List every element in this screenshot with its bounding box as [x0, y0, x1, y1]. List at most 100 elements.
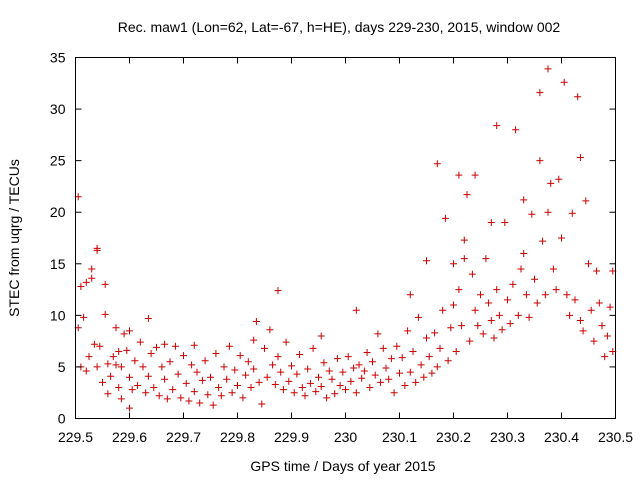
data-point [88, 265, 96, 273]
data-point [323, 394, 331, 402]
data-point [431, 329, 439, 337]
data-point [428, 369, 436, 377]
data-point [117, 363, 125, 371]
x-tick-label: 230.3 [490, 429, 525, 445]
data-point [509, 280, 517, 288]
data-point [207, 373, 214, 381]
data-point [212, 350, 220, 358]
data-point [450, 301, 457, 309]
data-point [190, 341, 198, 349]
data-point [560, 78, 568, 86]
data-point [355, 361, 363, 369]
data-point [325, 367, 333, 375]
data-point [458, 322, 466, 330]
data-point [603, 332, 611, 340]
data-point [525, 313, 533, 321]
data-point [433, 363, 441, 371]
data-point [171, 342, 179, 350]
data-point [115, 347, 123, 355]
data-point [423, 257, 430, 265]
data-point [468, 270, 476, 278]
data-point [182, 379, 190, 387]
chart-title: Rec. maw1 (Lon=62, Lat=-67, h=HE), days … [118, 19, 561, 35]
data-point [514, 311, 522, 319]
data-point [444, 357, 452, 365]
data-point [350, 364, 358, 372]
data-point [104, 360, 112, 368]
data-point [112, 324, 120, 332]
x-tick-label: 229.5 [58, 429, 93, 445]
data-point [204, 391, 212, 399]
data-point [590, 337, 598, 345]
data-point [247, 384, 255, 392]
data-point [579, 327, 587, 335]
data-point [161, 340, 169, 348]
data-point [88, 274, 96, 282]
data-point [131, 357, 139, 365]
data-point [296, 351, 304, 359]
data-point [463, 191, 471, 199]
data-point [161, 375, 169, 383]
data-point [250, 365, 258, 373]
data-point [566, 311, 574, 319]
data-point [93, 363, 101, 371]
data-point [188, 361, 196, 369]
data-point [82, 278, 90, 286]
data-point [312, 388, 320, 396]
data-point [377, 378, 385, 386]
data-point [147, 350, 155, 358]
data-point [126, 373, 133, 381]
data-point [190, 388, 198, 396]
data-point [379, 344, 387, 352]
data-point [576, 154, 584, 162]
data-point [101, 310, 109, 318]
data-point [290, 389, 298, 397]
data-point [258, 400, 266, 408]
data-point [231, 366, 239, 374]
data-point [298, 384, 306, 392]
data-point [401, 381, 409, 389]
data-point [555, 175, 563, 183]
data-point [439, 306, 447, 314]
data-point [493, 286, 501, 294]
data-point [447, 324, 455, 332]
data-point [455, 286, 463, 294]
x-axis-label: GPS time / Days of year 2015 [250, 458, 435, 474]
data-point [112, 361, 120, 369]
data-point [142, 389, 150, 397]
data-point [471, 171, 479, 179]
data-point [595, 299, 603, 307]
data-point [336, 381, 344, 389]
data-point [598, 322, 606, 330]
data-point [252, 318, 260, 326]
x-tick-label: 229.6 [112, 429, 147, 445]
data-point [466, 337, 474, 345]
data-point [520, 249, 528, 257]
data-point [374, 330, 382, 338]
data-point [274, 287, 282, 295]
data-point [242, 371, 250, 379]
data-point [279, 386, 287, 394]
data-point [352, 389, 360, 397]
data-point [269, 361, 277, 369]
data-point [539, 237, 547, 245]
data-point [193, 368, 201, 376]
data-point [144, 314, 152, 322]
data-point [536, 89, 544, 97]
data-point [409, 347, 417, 355]
data-point [482, 255, 490, 263]
data-point [450, 260, 457, 268]
data-point [512, 126, 520, 134]
data-point [585, 260, 592, 268]
data-point [77, 282, 85, 290]
data-point [136, 338, 144, 346]
data-point [169, 386, 177, 394]
data-point [606, 303, 614, 311]
data-point [144, 372, 152, 380]
data-point [358, 374, 366, 382]
data-point [471, 306, 479, 314]
data-point [460, 236, 468, 244]
data-point [177, 394, 185, 402]
data-point [371, 371, 379, 379]
plot-frame [75, 57, 616, 419]
